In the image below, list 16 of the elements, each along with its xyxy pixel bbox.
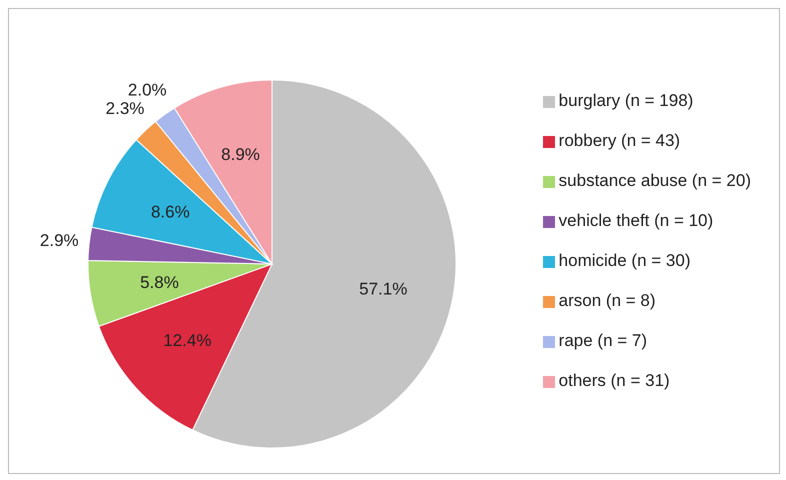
legend-label: vehicle theft (n = 10) <box>558 211 714 230</box>
legend-label: others (n = 31) <box>558 371 670 390</box>
legend-label: rape (n = 7) <box>558 331 648 350</box>
data-label: 5.8% <box>140 273 179 292</box>
data-label: 8.9% <box>221 144 260 164</box>
data-label: 2.3% <box>106 98 144 118</box>
legend-label: substance abuse (n = 20) <box>558 171 751 190</box>
legend-label: robbery (n = 43) <box>558 131 680 150</box>
data-label: 2.9% <box>40 231 79 250</box>
data-label: 57.1% <box>359 280 408 299</box>
legend-label: homicide (n = 30) <box>558 251 690 270</box>
legend-label: arson (n = 8) <box>558 291 656 310</box>
legend-label: burglary (n = 198) <box>558 91 694 110</box>
data-label: 12.4% <box>163 331 212 350</box>
data-label: 2.0% <box>128 80 167 100</box>
data-label: 8.6% <box>150 202 190 222</box>
